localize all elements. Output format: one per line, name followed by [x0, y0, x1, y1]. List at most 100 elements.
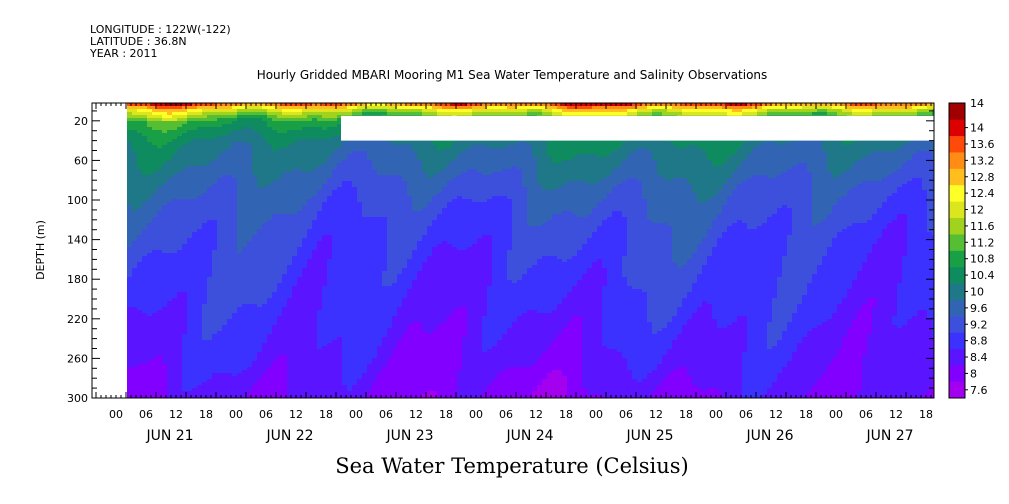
heat-cell [212, 211, 218, 215]
heat-cell [357, 139, 363, 143]
heat-cell [317, 337, 323, 341]
heat-cell [222, 196, 228, 200]
heat-cell [202, 373, 208, 377]
heat-cell [267, 382, 273, 386]
heat-cell [152, 295, 158, 299]
heat-cell [312, 337, 318, 341]
heat-cell [167, 229, 173, 233]
heat-cell [327, 223, 333, 227]
heat-cell [252, 331, 258, 335]
heat-cell [207, 214, 213, 218]
heat-cell [362, 316, 368, 320]
heat-cell [372, 379, 378, 383]
heat-cell [277, 247, 283, 251]
heat-cell [222, 388, 228, 392]
heat-cell [212, 202, 218, 206]
heat-cell [207, 229, 213, 233]
heat-cell [337, 331, 343, 335]
heat-cell [152, 118, 158, 122]
heat-cell [312, 115, 318, 119]
heat-cell [222, 142, 228, 146]
heat-cell [167, 259, 173, 263]
heat-cell [327, 121, 333, 125]
heat-cell [262, 337, 268, 341]
heat-cell [212, 154, 218, 158]
heat-cell [182, 250, 188, 254]
heat-cell [327, 334, 333, 338]
heat-cell [272, 118, 278, 122]
heat-cell [252, 121, 258, 125]
heat-cell [162, 121, 168, 125]
heat-cell [212, 151, 218, 155]
heat-cell [332, 124, 338, 128]
heat-cell [237, 211, 243, 215]
heat-cell [132, 385, 138, 389]
heat-cell [212, 334, 218, 338]
heat-cell [302, 193, 308, 197]
heat-cell [367, 181, 373, 185]
heat-cell [262, 145, 268, 149]
heat-cell [202, 379, 208, 383]
heat-cell [277, 115, 283, 119]
heat-cell [307, 205, 313, 209]
heat-cell [322, 301, 328, 305]
heat-cell [262, 274, 268, 278]
heat-cell [297, 316, 303, 320]
heat-cell [172, 238, 178, 242]
heat-cell [342, 151, 348, 155]
heat-cell [307, 229, 313, 233]
heat-cell [247, 115, 253, 119]
heat-cell [227, 319, 233, 323]
heat-cell [257, 370, 263, 374]
heat-cell [292, 388, 298, 392]
heat-cell [197, 244, 203, 248]
heat-cell [127, 115, 133, 119]
heat-cell [192, 307, 198, 311]
heat-cell [217, 136, 223, 140]
heat-cell [207, 319, 213, 323]
heat-cell [237, 178, 243, 182]
heat-cell [277, 361, 283, 365]
heat-cell [137, 340, 143, 344]
heat-cell [357, 268, 363, 272]
heat-cell [182, 241, 188, 245]
heat-cell [357, 352, 363, 356]
heat-cell [167, 145, 173, 149]
heat-cell [362, 379, 368, 383]
heat-cell [237, 175, 243, 179]
heat-cell [237, 235, 243, 239]
heat-cell [192, 361, 198, 365]
heat-cell [272, 385, 278, 389]
heat-cell [297, 109, 303, 113]
heat-cell [297, 277, 303, 281]
heat-cell [292, 199, 298, 203]
heat-cell [167, 253, 173, 257]
heat-cell [362, 151, 368, 155]
heat-cell [217, 364, 223, 368]
heat-cell [302, 244, 308, 248]
heat-cell [227, 289, 233, 293]
heat-cell [267, 250, 273, 254]
heat-cell [142, 181, 148, 185]
heat-cell [152, 106, 158, 110]
heat-cell [192, 178, 198, 182]
heat-cell [307, 361, 313, 365]
heat-cell [137, 133, 143, 137]
heat-cell [197, 370, 203, 374]
heat-cell [157, 262, 163, 266]
heat-cell [182, 244, 188, 248]
heat-cell [172, 184, 178, 188]
heat-cell [337, 112, 343, 116]
heat-cell [202, 181, 208, 185]
heat-cell [307, 112, 313, 116]
heat-cell [177, 190, 183, 194]
heat-cell [362, 319, 368, 323]
heat-cell [357, 169, 363, 173]
heat-cell [262, 253, 268, 257]
heat-cell [127, 190, 133, 194]
heat-cell [292, 343, 298, 347]
heat-cell [147, 133, 153, 137]
heat-cell [327, 394, 333, 398]
heat-cell [287, 130, 293, 134]
heat-cell [347, 184, 353, 188]
